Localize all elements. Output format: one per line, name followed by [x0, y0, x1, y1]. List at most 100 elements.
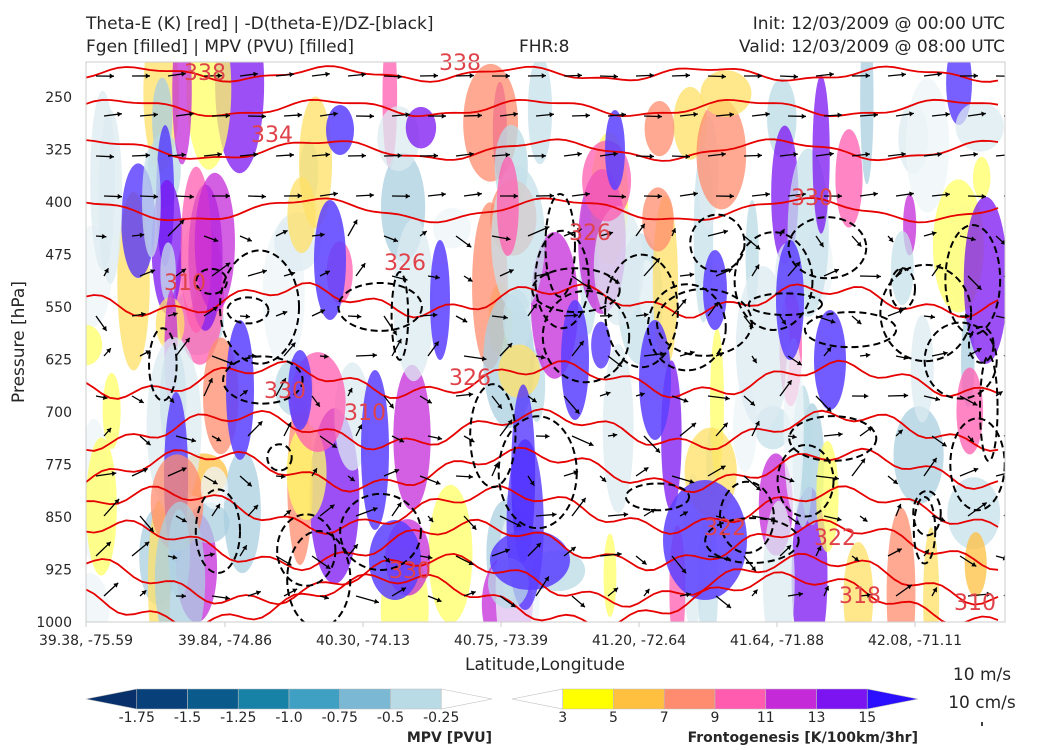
wind-vector-head: [549, 193, 554, 199]
colorbar-tick-label: 11: [757, 710, 775, 726]
wind-vector-head: [752, 358, 757, 364]
wind-vector-head: [573, 312, 578, 319]
wind-vector-head: [289, 152, 294, 158]
wind-vector-head: [792, 434, 797, 440]
wind-vector-head: [657, 113, 662, 120]
wind-vector-head: [937, 151, 942, 157]
mpv-core: [605, 110, 625, 190]
wind-vector-head: [352, 219, 358, 225]
wind-vector-head: [643, 467, 649, 472]
wind-vector-head: [981, 502, 987, 508]
field-blob: [393, 364, 431, 511]
wind-vector-head: [253, 504, 259, 510]
wind-vector-head: [722, 422, 728, 428]
wind-vector-head: [826, 406, 832, 412]
field-blob: [498, 344, 541, 398]
dthetae-dz-contour: [469, 383, 517, 489]
wind-vector-head: [282, 230, 288, 235]
wind-vector: [1003, 115, 1005, 117]
theta-e-contour-label: 330: [791, 186, 833, 211]
y-tick-label: 700: [45, 405, 72, 421]
wind-vector-head: [608, 231, 614, 237]
wind-vector-head: [585, 191, 590, 197]
y-tick-label: 625: [45, 353, 72, 369]
dthetae-dz-contour: [787, 216, 868, 280]
wind-vector-head: [833, 268, 839, 274]
theta-e-contour-label: 326: [569, 221, 611, 246]
wind-vector-head: [469, 151, 474, 157]
wind-vector-head: [261, 193, 266, 200]
wind-vector-head: [285, 510, 291, 515]
wind-vector-head: [106, 427, 112, 433]
wind-vector-head: [865, 151, 870, 158]
wind-vector-head: [536, 542, 541, 548]
theta-e-contour-label: 322: [814, 526, 856, 551]
theta-e-contour: [86, 197, 999, 224]
dthetae-dz-contour: [195, 267, 228, 296]
x-tick-label: 39.38, -75.59: [39, 633, 133, 649]
wind-vector-head: [510, 602, 516, 608]
wind-vector-head: [873, 191, 878, 197]
wind-vector-head: [400, 587, 406, 593]
wind-vector-head: [693, 191, 698, 197]
wind-vector-head: [1011, 470, 1016, 475]
wind-vector-head: [721, 515, 727, 521]
colorbar-segment: [816, 688, 868, 710]
wind-vector-head: [148, 527, 154, 532]
x-axis-label: Latitude,Longitude: [465, 655, 625, 675]
dthetae-dz-contour: [747, 292, 823, 317]
mpv-core: [776, 240, 804, 360]
wind-vector-head: [191, 437, 196, 443]
colorbar-tick-label: -1.25: [220, 710, 256, 726]
wind-vector-head: [856, 319, 862, 325]
wind-vector-head: [903, 355, 909, 361]
dthetae-dz-contour: [544, 192, 576, 298]
wind-vector-head: [428, 517, 434, 523]
wind-vector-head: [145, 350, 151, 355]
wind-vector-head: [888, 237, 894, 243]
dthetae-dz-contour: [776, 444, 835, 518]
wind-vector-head: [507, 419, 513, 425]
colorbar-tick-label: -0.75: [322, 710, 358, 726]
wind-vector-head: [765, 111, 770, 117]
wind-vector-head: [725, 555, 731, 562]
dthetae-dz-contour: [879, 263, 973, 363]
wind-vector-head: [331, 443, 337, 448]
wind-vector-head: [541, 153, 546, 159]
wind-vector-head: [723, 229, 728, 235]
wind-vector-head: [720, 465, 726, 471]
wind-vector-head: [505, 73, 510, 79]
wind-vector-head: [325, 152, 330, 158]
wind-vector: [995, 473, 1005, 477]
mpv-core: [561, 300, 589, 420]
frontogenesis-colorbar-title: Frontogenesis [K/100km/3hr]: [688, 730, 918, 746]
theta-e-contour: [86, 485, 999, 535]
wind-vector-head: [973, 73, 978, 79]
theta-e-contour-label: 334: [251, 123, 293, 148]
wind-vector-head: [936, 264, 941, 270]
wind-vector-head: [551, 512, 557, 518]
field-blob: [860, 62, 874, 185]
theta-e-contour: [86, 518, 999, 572]
wind-vector-head: [897, 267, 903, 273]
wind-vector-head: [101, 325, 107, 331]
wind-vector-head: [529, 480, 535, 486]
wind-vector-head: [396, 502, 402, 508]
dthetae-dz-contour: [733, 231, 814, 331]
wind-vector-head: [388, 403, 394, 409]
wind-vector-head: [924, 549, 929, 555]
colorbar-segment: [714, 688, 767, 710]
wind-vector-head: [837, 193, 842, 199]
field-blob: [910, 315, 934, 423]
theta-e-contour-label: 326: [384, 251, 426, 276]
wind-vector-head: [689, 272, 695, 278]
field-blob: [591, 321, 611, 369]
wind-vector-head: [973, 151, 978, 158]
field-blob: [843, 542, 874, 622]
wind-vector-head: [109, 73, 114, 79]
wind-vector-head: [725, 395, 730, 401]
field-blob: [816, 440, 839, 553]
wind-vector-head: [225, 113, 230, 119]
wind-vector-head: [605, 391, 611, 397]
